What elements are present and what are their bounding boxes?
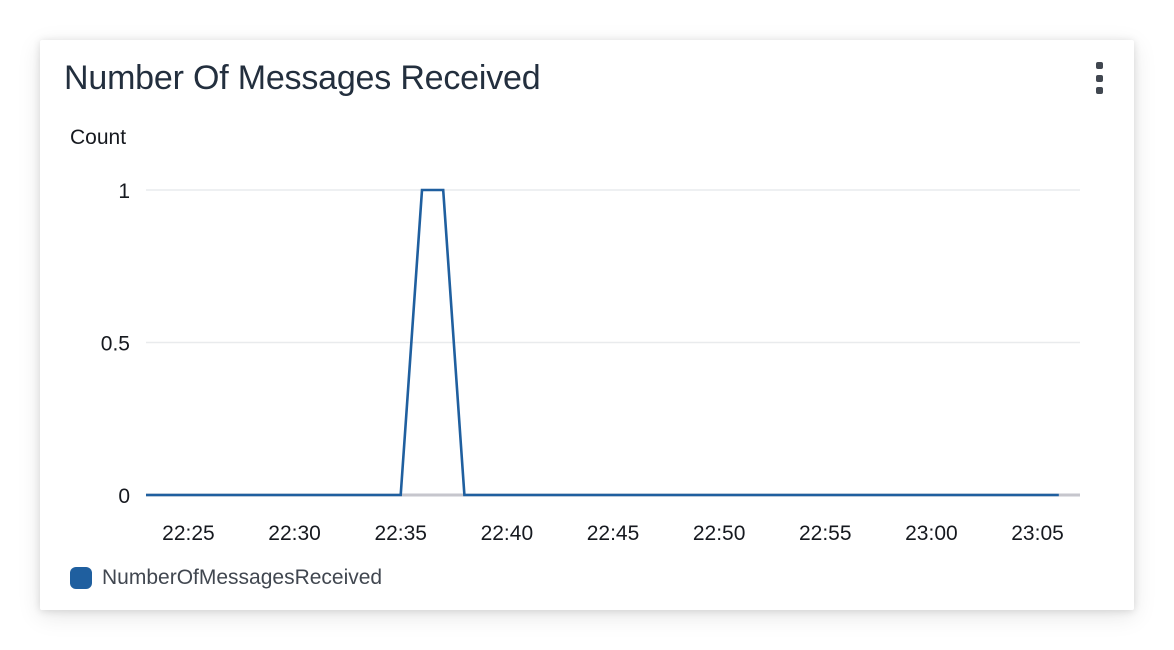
- x-tick-label: 22:55: [799, 522, 852, 545]
- x-tick-label: 23:05: [1011, 522, 1064, 545]
- vertical-ellipsis-icon: [1095, 62, 1103, 69]
- y-axis-label: Count: [70, 126, 126, 149]
- x-tick-label: 22:30: [268, 522, 321, 545]
- x-tick-label: 22:35: [374, 522, 427, 545]
- line-chart: Count 0 0.5 1 22:25 22:30 22:35 22:40 22:45 22:50…: [70, 126, 1080, 545]
- x-tick-label: 22:25: [162, 522, 215, 545]
- y-tick-label: 0.5: [101, 333, 130, 356]
- x-tick-label: 22:45: [587, 522, 640, 545]
- widget-menu-button[interactable]: [1090, 62, 1108, 94]
- y-tick-label: 1: [118, 180, 130, 203]
- y-tick-label: 0: [118, 485, 130, 508]
- x-tick-label: 22:40: [481, 522, 534, 545]
- series-line: [146, 188, 1059, 497]
- vertical-ellipsis-icon-dot: [1095, 87, 1103, 94]
- legend-label: NumberOfMessagesReceived: [102, 566, 383, 589]
- legend-swatch: [70, 567, 92, 589]
- legend-item[interactable]: NumberOfMessagesReceived: [70, 566, 382, 590]
- widget-title: Number Of Messages Received: [64, 59, 541, 97]
- x-tick-label: 22:50: [693, 522, 746, 545]
- x-tick-label: 23:00: [905, 522, 958, 545]
- metric-widget: Number Of Messages Received Count 0 0.5 1 22…: [40, 40, 1134, 610]
- vertical-ellipsis-icon-dot: [1095, 74, 1103, 82]
